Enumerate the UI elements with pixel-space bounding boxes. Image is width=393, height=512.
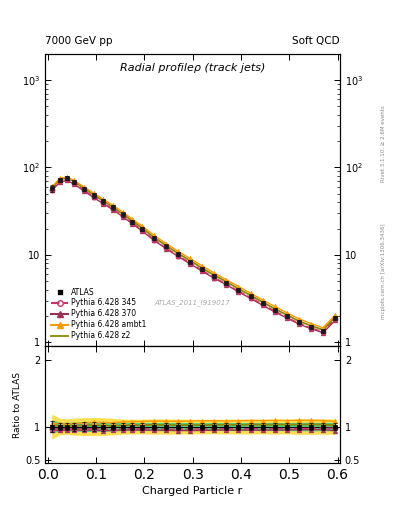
Text: mcplots.cern.ch [arXiv:1306.3436]: mcplots.cern.ch [arXiv:1306.3436] [381,224,386,319]
Text: Soft QCD: Soft QCD [292,36,340,46]
Y-axis label: Ratio to ATLAS: Ratio to ATLAS [13,372,22,438]
Text: ATLAS_2011_I919017: ATLAS_2011_I919017 [155,299,230,306]
X-axis label: Charged Particle r: Charged Particle r [142,486,243,497]
Legend: ATLAS, Pythia 6.428 345, Pythia 6.428 370, Pythia 6.428 ambt1, Pythia 6.428 z2: ATLAS, Pythia 6.428 345, Pythia 6.428 37… [49,285,149,343]
Text: 7000 GeV pp: 7000 GeV pp [45,36,113,46]
Text: Rivet 3.1.10, ≥ 2.6M events: Rivet 3.1.10, ≥ 2.6M events [381,105,386,182]
Text: Radial profileρ (track jets): Radial profileρ (track jets) [120,62,265,73]
